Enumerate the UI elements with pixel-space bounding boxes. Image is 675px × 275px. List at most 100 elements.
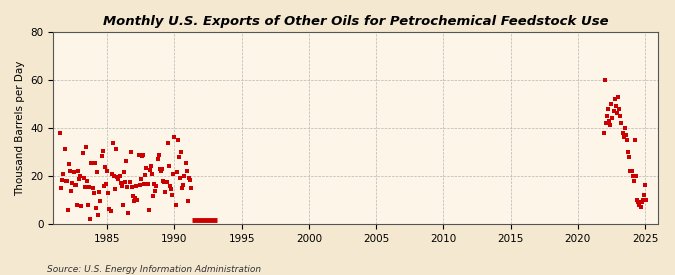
Point — [97, 149, 108, 153]
Point — [170, 203, 181, 207]
Point — [63, 208, 74, 212]
Point — [635, 205, 646, 209]
Point — [177, 186, 188, 191]
Point — [639, 193, 649, 197]
Point — [80, 144, 91, 149]
Point — [126, 150, 136, 154]
Point — [615, 114, 626, 118]
Point — [76, 204, 87, 208]
Point — [630, 138, 641, 142]
Point — [610, 97, 620, 101]
Point — [136, 154, 147, 159]
Point — [121, 158, 132, 163]
Point — [86, 161, 97, 165]
Point — [169, 135, 180, 140]
Point — [612, 111, 622, 116]
Point — [117, 202, 128, 207]
Point — [603, 119, 614, 123]
Point — [180, 161, 191, 165]
Point — [620, 133, 631, 137]
Point — [184, 175, 194, 180]
Point — [82, 179, 92, 184]
Point — [600, 121, 611, 125]
Point — [146, 171, 157, 176]
Point — [94, 189, 105, 194]
Point — [132, 198, 143, 203]
Point — [146, 163, 157, 168]
Point — [103, 191, 113, 196]
Point — [138, 153, 148, 158]
Point — [620, 126, 630, 130]
Point — [58, 172, 69, 176]
Point — [622, 138, 632, 142]
Point — [56, 186, 67, 191]
Point — [186, 186, 196, 190]
Point — [155, 167, 165, 172]
Point — [109, 174, 119, 178]
Point — [637, 198, 648, 202]
Title: Monthly U.S. Exports of Other Oils for Petrochemical Feedstock Use: Monthly U.S. Exports of Other Oils for P… — [103, 15, 609, 28]
Point — [168, 172, 179, 177]
Point — [122, 185, 133, 189]
Point — [624, 155, 634, 159]
Point — [607, 116, 618, 120]
Point — [114, 174, 125, 178]
Point — [613, 95, 624, 99]
Point — [616, 121, 627, 125]
Point — [134, 183, 145, 188]
Point — [105, 209, 116, 213]
Point — [130, 196, 140, 200]
Point — [141, 166, 152, 170]
Point — [614, 106, 624, 111]
Point — [151, 183, 162, 188]
Point — [626, 169, 637, 173]
Point — [70, 183, 80, 187]
Point — [78, 176, 89, 180]
Point — [598, 130, 609, 135]
Point — [159, 180, 169, 184]
Point — [112, 174, 123, 179]
Point — [167, 193, 178, 197]
Point — [617, 130, 628, 135]
Point — [99, 164, 110, 169]
Point — [163, 164, 174, 168]
Point — [601, 114, 612, 118]
Point — [66, 189, 77, 193]
Point — [126, 185, 137, 189]
Point — [173, 155, 184, 159]
Point — [632, 198, 643, 202]
Point — [133, 153, 144, 158]
Point — [139, 182, 150, 186]
Point — [176, 150, 186, 154]
Point — [142, 182, 153, 186]
Point — [182, 199, 193, 204]
Point — [70, 183, 81, 187]
Point — [65, 168, 76, 173]
Point — [165, 186, 176, 191]
Point — [80, 185, 90, 189]
Point — [162, 141, 173, 145]
Point — [179, 173, 190, 178]
Point — [123, 210, 134, 215]
Point — [630, 174, 641, 178]
Point — [92, 169, 103, 174]
Point — [148, 194, 159, 198]
Point — [608, 109, 619, 113]
Text: Source: U.S. Energy Information Administration: Source: U.S. Energy Information Administ… — [47, 265, 261, 274]
Point — [618, 135, 629, 140]
Point — [109, 187, 120, 192]
Point — [603, 106, 614, 111]
Point — [95, 199, 106, 203]
Point — [129, 199, 140, 203]
Point — [74, 176, 84, 181]
Point — [115, 181, 126, 185]
Point — [90, 206, 101, 211]
Point — [610, 104, 621, 108]
Point — [161, 179, 172, 184]
Point — [640, 183, 651, 188]
Point — [160, 190, 171, 194]
Point — [131, 183, 142, 188]
Point — [641, 198, 651, 202]
Point — [628, 178, 639, 183]
Point — [87, 185, 98, 190]
